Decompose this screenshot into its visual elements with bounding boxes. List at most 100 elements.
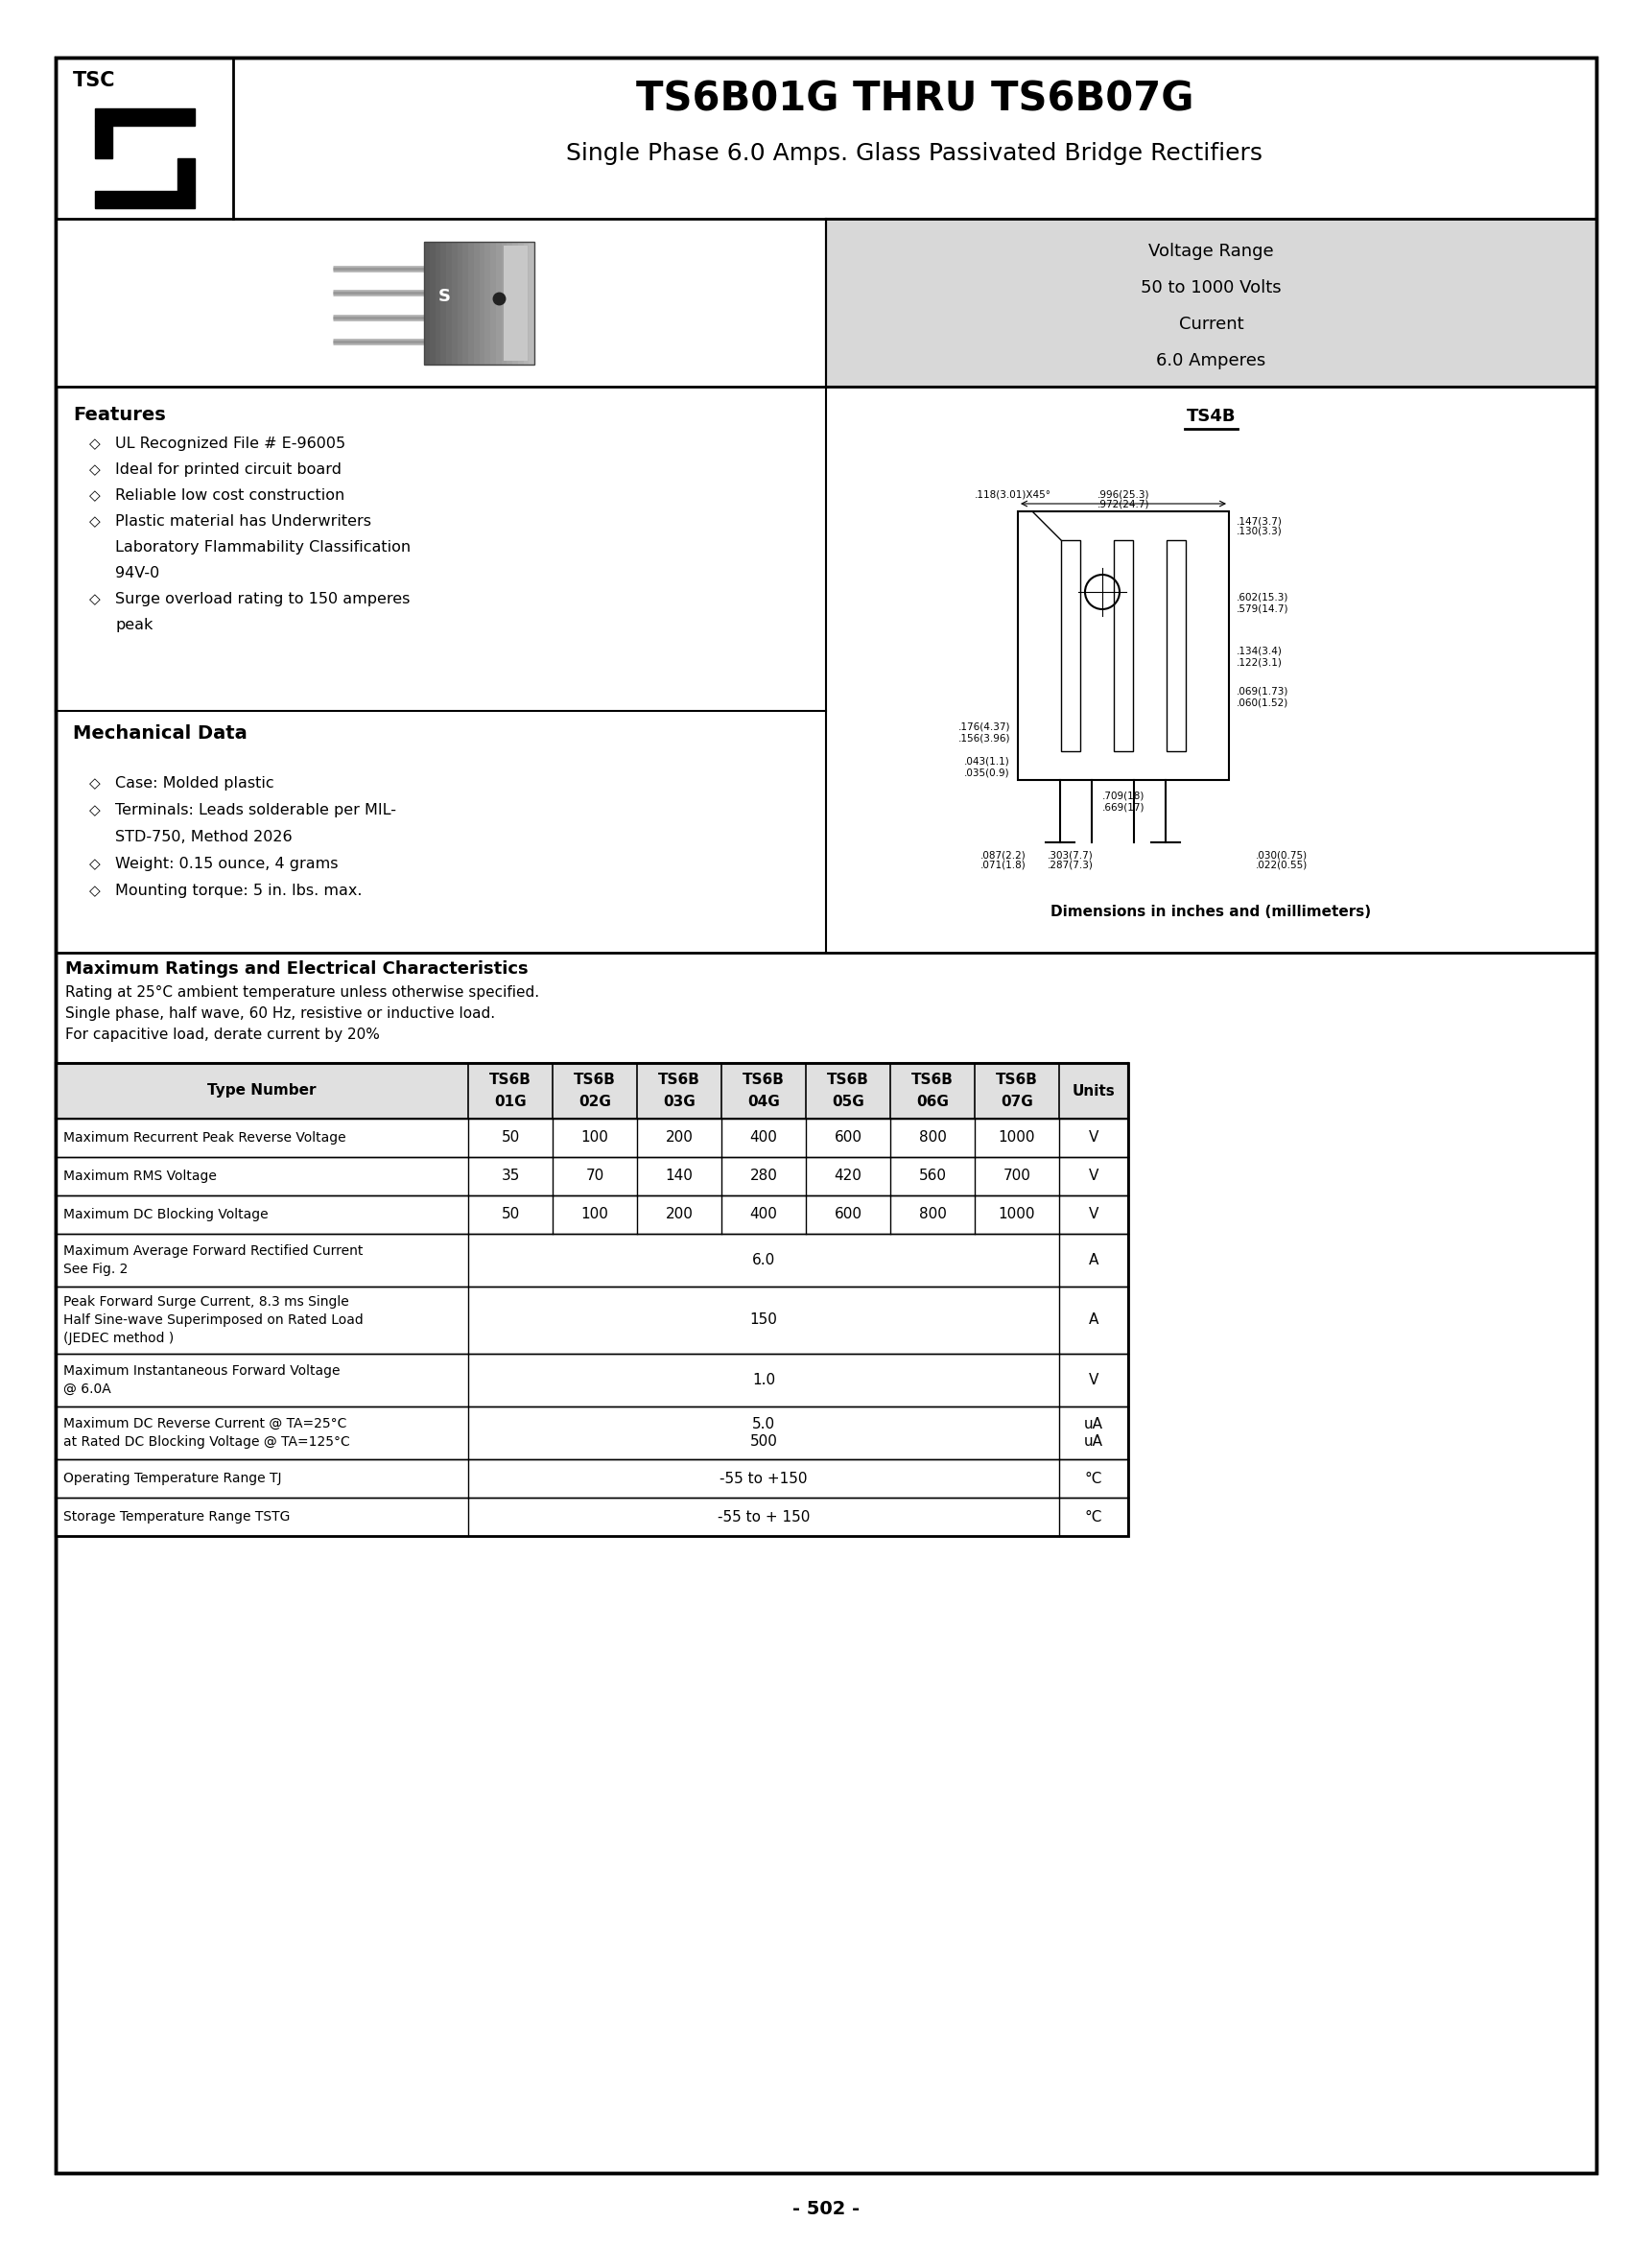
Bar <box>446 240 451 364</box>
Text: TS6B: TS6B <box>996 1073 1037 1087</box>
Text: .602(15.3): .602(15.3) <box>1237 593 1289 602</box>
Text: Operating Temperature Range TJ: Operating Temperature Range TJ <box>63 1473 281 1486</box>
Text: .972(24.7): .972(24.7) <box>1097 501 1150 510</box>
Text: Units: Units <box>1072 1084 1115 1098</box>
Text: TS6B: TS6B <box>828 1073 869 1087</box>
Text: 560: 560 <box>919 1170 947 1183</box>
Text: 1.0: 1.0 <box>752 1374 775 1387</box>
Text: 04G: 04G <box>747 1096 780 1109</box>
Text: 50 to 1000 Volts: 50 to 1000 Volts <box>1142 278 1282 296</box>
Bar <box>826 218 1596 386</box>
Text: .060(1.52): .060(1.52) <box>1237 698 1289 707</box>
Text: ◇: ◇ <box>89 804 101 817</box>
Text: 1000: 1000 <box>998 1208 1036 1221</box>
Text: -55 to + 150: -55 to + 150 <box>717 1509 809 1524</box>
Text: ◇: ◇ <box>89 436 101 451</box>
Text: 6.0: 6.0 <box>752 1253 775 1268</box>
Bar <box>519 240 524 364</box>
Text: 70: 70 <box>585 1170 605 1183</box>
Bar <box>463 240 468 364</box>
Text: Features: Features <box>73 406 165 424</box>
Bar <box>56 1459 1128 1497</box>
Text: Maximum Average Forward Rectified Current: Maximum Average Forward Rectified Curren… <box>63 1244 363 1257</box>
Text: See Fig. 2: See Fig. 2 <box>63 1262 127 1275</box>
Text: TS6B: TS6B <box>743 1073 785 1087</box>
Text: STD-750, Method 2026: STD-750, Method 2026 <box>116 831 292 844</box>
Text: 800: 800 <box>919 1208 947 1221</box>
Text: ◇: ◇ <box>89 462 101 476</box>
Bar <box>451 240 458 364</box>
Bar <box>512 240 519 364</box>
Text: ◇: ◇ <box>89 777 101 790</box>
Polygon shape <box>94 126 112 159</box>
Text: Maximum Instantaneous Forward Voltage: Maximum Instantaneous Forward Voltage <box>63 1365 340 1378</box>
Text: Mechanical Data: Mechanical Data <box>73 725 248 743</box>
Text: 5.0: 5.0 <box>752 1417 775 1430</box>
Text: 06G: 06G <box>917 1096 948 1109</box>
Text: 800: 800 <box>919 1131 947 1145</box>
Text: Maximum DC Reverse Current @ TA=25°C: Maximum DC Reverse Current @ TA=25°C <box>63 1417 347 1430</box>
Text: TS6B: TS6B <box>912 1073 953 1087</box>
Text: 200: 200 <box>666 1131 694 1145</box>
Bar <box>468 240 474 364</box>
Bar <box>496 240 502 364</box>
Text: 03G: 03G <box>662 1096 695 1109</box>
Text: 100: 100 <box>582 1208 608 1221</box>
Text: .134(3.4): .134(3.4) <box>1237 647 1282 656</box>
Text: .022(0.55): .022(0.55) <box>1256 860 1308 871</box>
Text: 100: 100 <box>582 1131 608 1145</box>
Text: Rating at 25°C ambient temperature unless otherwise specified.: Rating at 25°C ambient temperature unles… <box>64 986 539 999</box>
Bar <box>474 240 479 364</box>
Text: 200: 200 <box>666 1208 694 1221</box>
Text: Ideal for printed circuit board: Ideal for printed circuit board <box>116 462 342 476</box>
Text: 07G: 07G <box>1001 1096 1032 1109</box>
Text: Mounting torque: 5 in. lbs. max.: Mounting torque: 5 in. lbs. max. <box>116 885 362 898</box>
Text: TS6B: TS6B <box>573 1073 616 1087</box>
Text: .130(3.3): .130(3.3) <box>1237 528 1282 537</box>
Text: Dimensions in inches and (millimeters): Dimensions in inches and (millimeters) <box>1051 905 1371 918</box>
Text: .147(3.7): .147(3.7) <box>1237 516 1282 525</box>
Text: A: A <box>1089 1253 1099 1268</box>
Text: .996(25.3): .996(25.3) <box>1097 489 1150 498</box>
Text: .709(18): .709(18) <box>1102 792 1145 801</box>
Text: Weight: 0.15 ounce, 4 grams: Weight: 0.15 ounce, 4 grams <box>116 858 339 871</box>
Bar <box>56 218 826 386</box>
Text: ◇: ◇ <box>89 858 101 871</box>
Text: Maximum RMS Voltage: Maximum RMS Voltage <box>63 1170 216 1183</box>
Bar <box>826 218 1596 386</box>
Text: TS6B01G THRU TS6B07G: TS6B01G THRU TS6B07G <box>636 79 1194 119</box>
Bar <box>1166 541 1186 752</box>
Text: °C: °C <box>1085 1509 1102 1524</box>
Text: ◇: ◇ <box>89 593 101 606</box>
Text: 35: 35 <box>501 1170 520 1183</box>
Bar <box>458 240 463 364</box>
Bar <box>56 1156 1128 1194</box>
Bar <box>56 1497 1128 1536</box>
Text: -55 to +150: -55 to +150 <box>720 1470 808 1486</box>
Text: 6.0 Amperes: 6.0 Amperes <box>1156 352 1265 370</box>
Text: .071(1.8): .071(1.8) <box>981 860 1026 871</box>
Bar <box>430 240 434 364</box>
Text: Reliable low cost construction: Reliable low cost construction <box>116 489 345 503</box>
Text: .043(1.1): .043(1.1) <box>965 757 1009 766</box>
Text: 700: 700 <box>1003 1170 1031 1183</box>
Text: .176(4.37): .176(4.37) <box>958 723 1009 732</box>
Text: Voltage Range: Voltage Range <box>1148 242 1274 260</box>
Text: Case: Molded plastic: Case: Molded plastic <box>116 777 274 790</box>
Text: 50: 50 <box>501 1208 520 1221</box>
Bar <box>529 240 535 364</box>
Text: .122(3.1): .122(3.1) <box>1237 658 1282 667</box>
Text: Single Phase 6.0 Amps. Glass Passivated Bridge Rectifiers: Single Phase 6.0 Amps. Glass Passivated … <box>567 141 1264 166</box>
Text: .156(3.96): .156(3.96) <box>958 734 1009 743</box>
Bar <box>434 240 441 364</box>
Text: 05G: 05G <box>833 1096 864 1109</box>
Bar <box>56 1064 1128 1118</box>
Text: V: V <box>1089 1208 1099 1221</box>
Text: Laboratory Flammability Classification: Laboratory Flammability Classification <box>116 541 411 555</box>
Text: 400: 400 <box>750 1208 778 1221</box>
Text: V: V <box>1089 1131 1099 1145</box>
Text: Peak Forward Surge Current, 8.3 ms Single: Peak Forward Surge Current, 8.3 ms Singl… <box>63 1295 349 1309</box>
Bar <box>1113 541 1133 752</box>
Text: 420: 420 <box>834 1170 862 1183</box>
Bar <box>507 240 512 364</box>
